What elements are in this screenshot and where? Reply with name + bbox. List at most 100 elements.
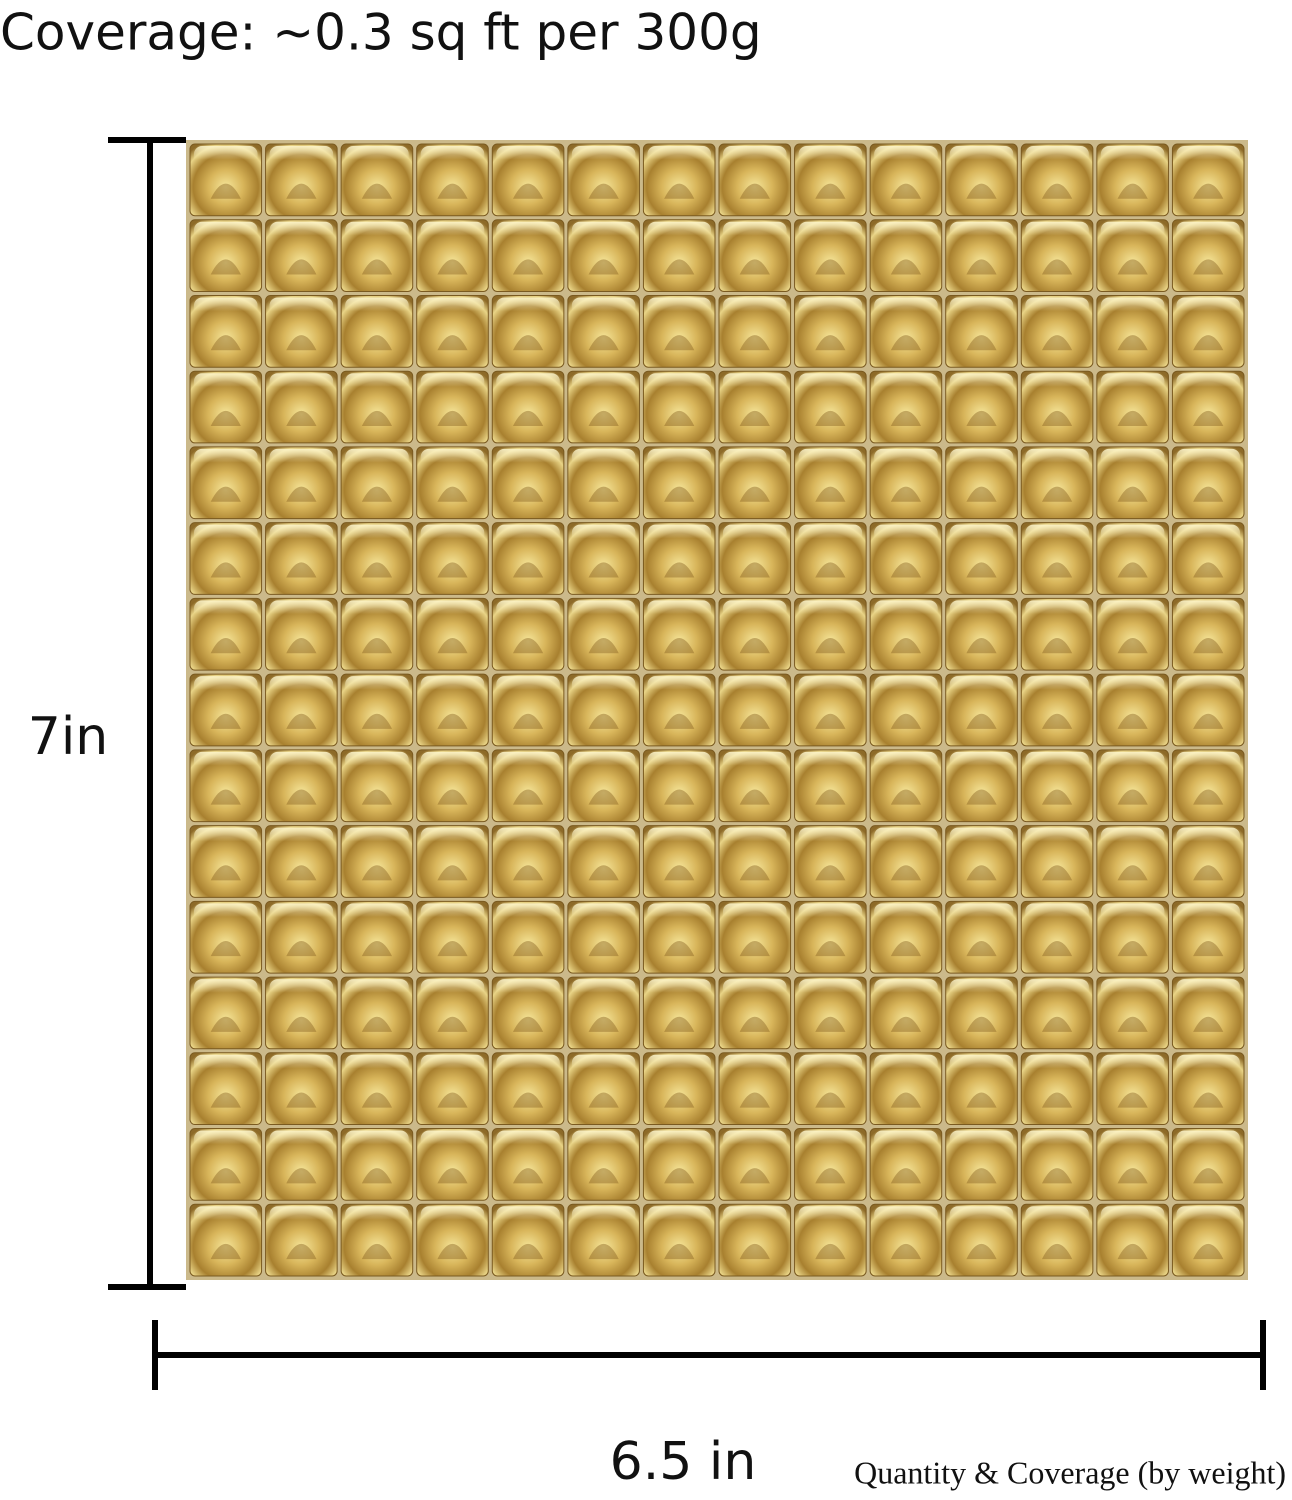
- tile-reflection: [890, 183, 922, 199]
- tile-shine: [496, 600, 560, 635]
- tile: [1171, 522, 1245, 595]
- tile-reflection: [1193, 789, 1224, 805]
- tile-reflection: [966, 486, 997, 502]
- tile-reflection: [361, 789, 393, 805]
- tile: [794, 825, 867, 898]
- tile: [1020, 294, 1094, 368]
- tile: [189, 294, 263, 368]
- tile-reflection: [739, 865, 770, 881]
- tile-reflection: [1117, 562, 1148, 578]
- tile-shine: [496, 297, 560, 332]
- tile-shine: [194, 751, 258, 786]
- tile: [794, 900, 867, 974]
- tile-shine: [647, 600, 711, 635]
- tile-reflection: [890, 789, 922, 805]
- tile-shine: [1025, 221, 1089, 256]
- tile: [1020, 900, 1094, 974]
- tile: [1020, 370, 1094, 444]
- tile: [189, 976, 263, 1050]
- tile-shine: [1176, 1206, 1240, 1241]
- tile-shine: [194, 146, 258, 181]
- tile-reflection: [286, 940, 317, 957]
- tile: [642, 673, 716, 747]
- tile: [340, 446, 414, 520]
- tile: [1096, 1128, 1169, 1201]
- tile-reflection: [1193, 713, 1224, 729]
- tile-shine: [194, 1130, 258, 1165]
- tile-reflection: [588, 1016, 619, 1032]
- tile-shine: [949, 827, 1014, 862]
- tile-reflection: [1117, 183, 1148, 199]
- tile: [718, 749, 792, 823]
- tile-reflection: [210, 1092, 241, 1108]
- tile-shine: [647, 1206, 711, 1241]
- tile-shine: [798, 903, 863, 938]
- tile-shine: [1025, 373, 1089, 408]
- tile: [1096, 825, 1169, 898]
- tile-reflection: [1041, 562, 1073, 578]
- tile-reflection: [512, 789, 544, 805]
- tile-shine: [496, 1206, 560, 1241]
- tile-shine: [949, 903, 1014, 938]
- tile: [1096, 749, 1169, 823]
- tile: [491, 1052, 565, 1126]
- tile-reflection: [588, 638, 619, 654]
- tile: [1171, 900, 1245, 974]
- tile: [718, 900, 792, 974]
- tile-reflection: [739, 1168, 770, 1184]
- tile: [794, 522, 867, 595]
- tile: [491, 673, 565, 747]
- tile: [265, 370, 338, 444]
- tile-reflection: [437, 1092, 468, 1108]
- tile: [189, 749, 263, 823]
- tile-reflection: [588, 486, 619, 502]
- tile-shine: [1176, 676, 1240, 711]
- tile: [340, 143, 414, 217]
- tile-reflection: [361, 865, 393, 881]
- tile-reflection: [512, 865, 544, 881]
- tile: [945, 749, 1018, 823]
- tile-reflection: [1193, 335, 1224, 351]
- tile-shine: [874, 600, 938, 635]
- tile: [265, 976, 338, 1050]
- tile-reflection: [1117, 1016, 1148, 1032]
- tile: [1096, 1203, 1169, 1277]
- tile-reflection: [1041, 1092, 1073, 1108]
- tile-reflection: [210, 183, 241, 199]
- tile: [945, 976, 1018, 1050]
- tile-shine: [647, 448, 711, 484]
- tile: [491, 597, 565, 671]
- tile-shine: [194, 221, 258, 256]
- tile: [1171, 1052, 1245, 1126]
- tile: [945, 825, 1018, 898]
- tile-shine: [269, 751, 334, 786]
- tile: [340, 749, 414, 823]
- tile-reflection: [1193, 486, 1224, 502]
- tile: [567, 219, 640, 292]
- tile-shine: [798, 600, 863, 635]
- tile: [1171, 370, 1245, 444]
- tile: [945, 1052, 1018, 1126]
- tile-shine: [1176, 524, 1240, 559]
- tile-shine: [571, 221, 636, 256]
- tile-shine: [1100, 676, 1165, 711]
- tile-reflection: [437, 1243, 468, 1260]
- tile-shine: [420, 448, 485, 484]
- tile-shine: [949, 221, 1014, 256]
- tile-reflection: [890, 1092, 922, 1108]
- tile-shine: [420, 676, 485, 711]
- tile-shine: [874, 221, 938, 256]
- tile-reflection: [210, 1016, 241, 1032]
- tile-shine: [420, 221, 485, 256]
- tile-shine: [1176, 448, 1240, 484]
- tile-shine: [647, 979, 711, 1014]
- tile: [1171, 976, 1245, 1050]
- tile-reflection: [1041, 1168, 1073, 1184]
- tile: [794, 219, 867, 292]
- tile-reflection: [361, 410, 393, 426]
- tile-shine: [1176, 146, 1240, 181]
- tile: [794, 446, 867, 520]
- tile: [491, 522, 565, 595]
- tile-shine: [874, 751, 938, 786]
- tile-reflection: [286, 1168, 317, 1184]
